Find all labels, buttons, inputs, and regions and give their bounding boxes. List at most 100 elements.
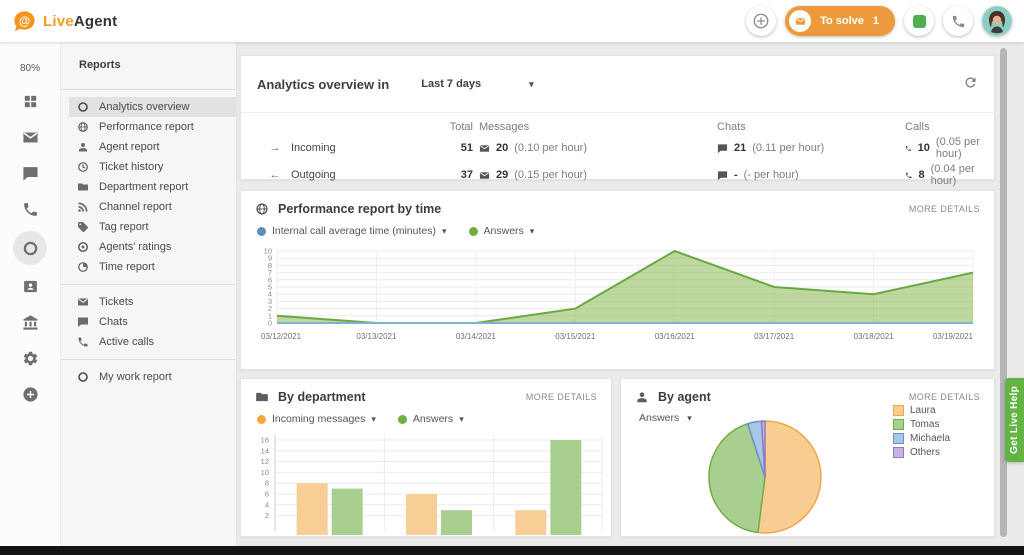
pie-legend-michaela: Michaela	[893, 433, 950, 444]
sidebar-item-channel-report[interactable]: Channel report	[69, 197, 236, 217]
svg-text:8: 8	[268, 261, 272, 270]
sidebar-item-performance-report[interactable]: Performance report	[69, 117, 236, 137]
legend-label: Michaela	[910, 433, 951, 444]
svg-text:0: 0	[268, 319, 272, 328]
agent-metric-select[interactable]: Answers ▾	[621, 408, 994, 424]
agent-header: By agent MORE DETAILS	[621, 379, 994, 408]
usage-percent: 80%	[19, 63, 40, 74]
rail-item-departments[interactable]	[13, 308, 47, 337]
refresh-button[interactable]	[963, 75, 978, 93]
series-dot	[397, 414, 407, 424]
sidebar-item-time-report[interactable]: Time report	[69, 257, 236, 277]
incoming-calls: 10 (0.05 per hour)	[905, 136, 980, 160]
sidebar-item-department-report[interactable]: Department report	[69, 177, 236, 197]
more-details-link[interactable]: MORE DETAILS	[908, 392, 980, 402]
person-icon	[635, 390, 649, 404]
topbar-actions: To solve 1	[746, 6, 1012, 36]
incoming-chats: 21 (0.11 per hour)	[717, 142, 905, 154]
svg-text:4: 4	[268, 290, 272, 299]
analytics-overview-card: Analytics overview in Last 7 days ▾ Tota…	[240, 55, 995, 187]
person-icon	[77, 141, 89, 153]
col-chats: Chats	[717, 121, 746, 133]
rail-item-calls[interactable]	[13, 195, 47, 224]
to-solve-button[interactable]: To solve 1	[785, 6, 895, 36]
rail-item-add[interactable]	[13, 380, 47, 409]
add-new-button[interactable]	[746, 6, 777, 36]
more-details-link[interactable]: MORE DETAILS	[525, 392, 597, 402]
sidebar-item-tickets[interactable]: Tickets	[69, 292, 236, 312]
svg-text:@: @	[19, 15, 30, 27]
ring-icon	[77, 101, 89, 113]
svg-text:10: 10	[264, 247, 272, 256]
get-live-help-button[interactable]: Get Live Help	[1005, 378, 1024, 462]
svg-text:12: 12	[261, 457, 269, 466]
divider	[61, 89, 236, 90]
brand-name: LiveAgent	[43, 13, 117, 30]
svg-text:10: 10	[261, 468, 269, 477]
refresh-icon	[963, 75, 978, 90]
sidebar-item-analytics-overview[interactable]: Analytics overview	[69, 97, 236, 117]
legend-series-answers[interactable]: Answers ▾	[468, 225, 534, 237]
pie-legend-tomas: Tomas	[893, 419, 950, 430]
rss-icon	[77, 201, 89, 213]
svg-text:4: 4	[265, 500, 269, 509]
sidebar-item-agents-ratings[interactable]: Agents' ratings	[69, 237, 236, 257]
sidebar-item-label: Chats	[99, 316, 128, 328]
icon-rail: 80%	[0, 42, 61, 546]
svg-text:16: 16	[261, 436, 269, 445]
svg-text:03/19/2021: 03/19/2021	[933, 332, 974, 341]
phone-icon	[77, 336, 89, 348]
sidebar-item-label: Tickets	[99, 296, 134, 308]
sidebar-item-label: My work report	[99, 371, 172, 383]
liveagent-logo[interactable]: @ LiveAgent	[12, 9, 117, 34]
series-label: Answers	[483, 225, 524, 237]
incoming-total: 51	[460, 142, 473, 154]
get-live-help-label: Get Live Help	[1009, 386, 1020, 454]
sidebar-item-chats[interactable]: Chats	[69, 312, 236, 332]
scrollbar[interactable]	[1000, 48, 1007, 537]
history-icon	[77, 161, 89, 173]
rail-item-settings[interactable]	[13, 344, 47, 373]
tag-icon	[77, 221, 89, 233]
pie-legend-others: Others	[893, 447, 950, 458]
sidebar-item-active-calls[interactable]: Active calls	[69, 332, 236, 352]
legend-swatch	[893, 419, 904, 430]
settings-icon	[22, 350, 39, 367]
sidebar-item-label: Agent report	[99, 141, 160, 153]
legend-swatch	[893, 447, 904, 458]
user-avatar[interactable]	[982, 6, 1012, 36]
svg-text:6: 6	[268, 275, 272, 284]
svg-text:03/15/2021: 03/15/2021	[555, 332, 596, 341]
department-legend: Incoming messages ▾ Answers ▾	[241, 408, 611, 427]
series-dot	[468, 226, 478, 236]
reports-list: Analytics overview Performance report Agen…	[61, 97, 236, 387]
sidebar-item-tag-report[interactable]: Tag report	[69, 217, 236, 237]
rail-item-customers[interactable]	[13, 272, 47, 301]
svg-text:2: 2	[265, 511, 269, 520]
folder-icon	[255, 390, 269, 404]
legend-series-answers[interactable]: Answers ▾	[397, 413, 464, 425]
sidebar-item-my-work-report[interactable]: My work report	[69, 367, 236, 387]
rail-item-dashboard[interactable]	[13, 87, 47, 116]
sidebar-item-agent-report[interactable]: Agent report	[69, 137, 236, 157]
more-details-link[interactable]: MORE DETAILS	[908, 204, 980, 214]
phone-icon	[905, 170, 912, 181]
avatar-image	[982, 6, 1012, 36]
rail-item-chats[interactable]	[13, 159, 47, 188]
sidebar-item-label: Department report	[99, 181, 189, 193]
to-solve-count: 1	[872, 15, 879, 27]
legend-series-internal-call-average-time-minutes[interactable]: Internal call average time (minutes) ▾	[257, 225, 447, 237]
agent-title: By agent	[658, 390, 711, 404]
series-dot	[257, 226, 266, 236]
rail-item-reports[interactable]	[13, 231, 47, 265]
date-range-select[interactable]: Last 7 days ▾	[421, 78, 533, 90]
rail-item-tickets[interactable]	[13, 123, 47, 152]
pie-slice-others	[760, 420, 766, 478]
calls-button[interactable]	[943, 6, 973, 36]
mail-icon	[77, 296, 89, 308]
sidebar-item-ticket-history[interactable]: Ticket history	[69, 157, 236, 177]
legend-series-incoming-messages[interactable]: Incoming messages ▾	[257, 413, 376, 425]
chats-button[interactable]	[904, 6, 934, 36]
stats-table: Total Messages Chats Calls → Incoming 51…	[241, 113, 994, 187]
top-bar: @ LiveAgent To solve 1	[0, 0, 1024, 42]
